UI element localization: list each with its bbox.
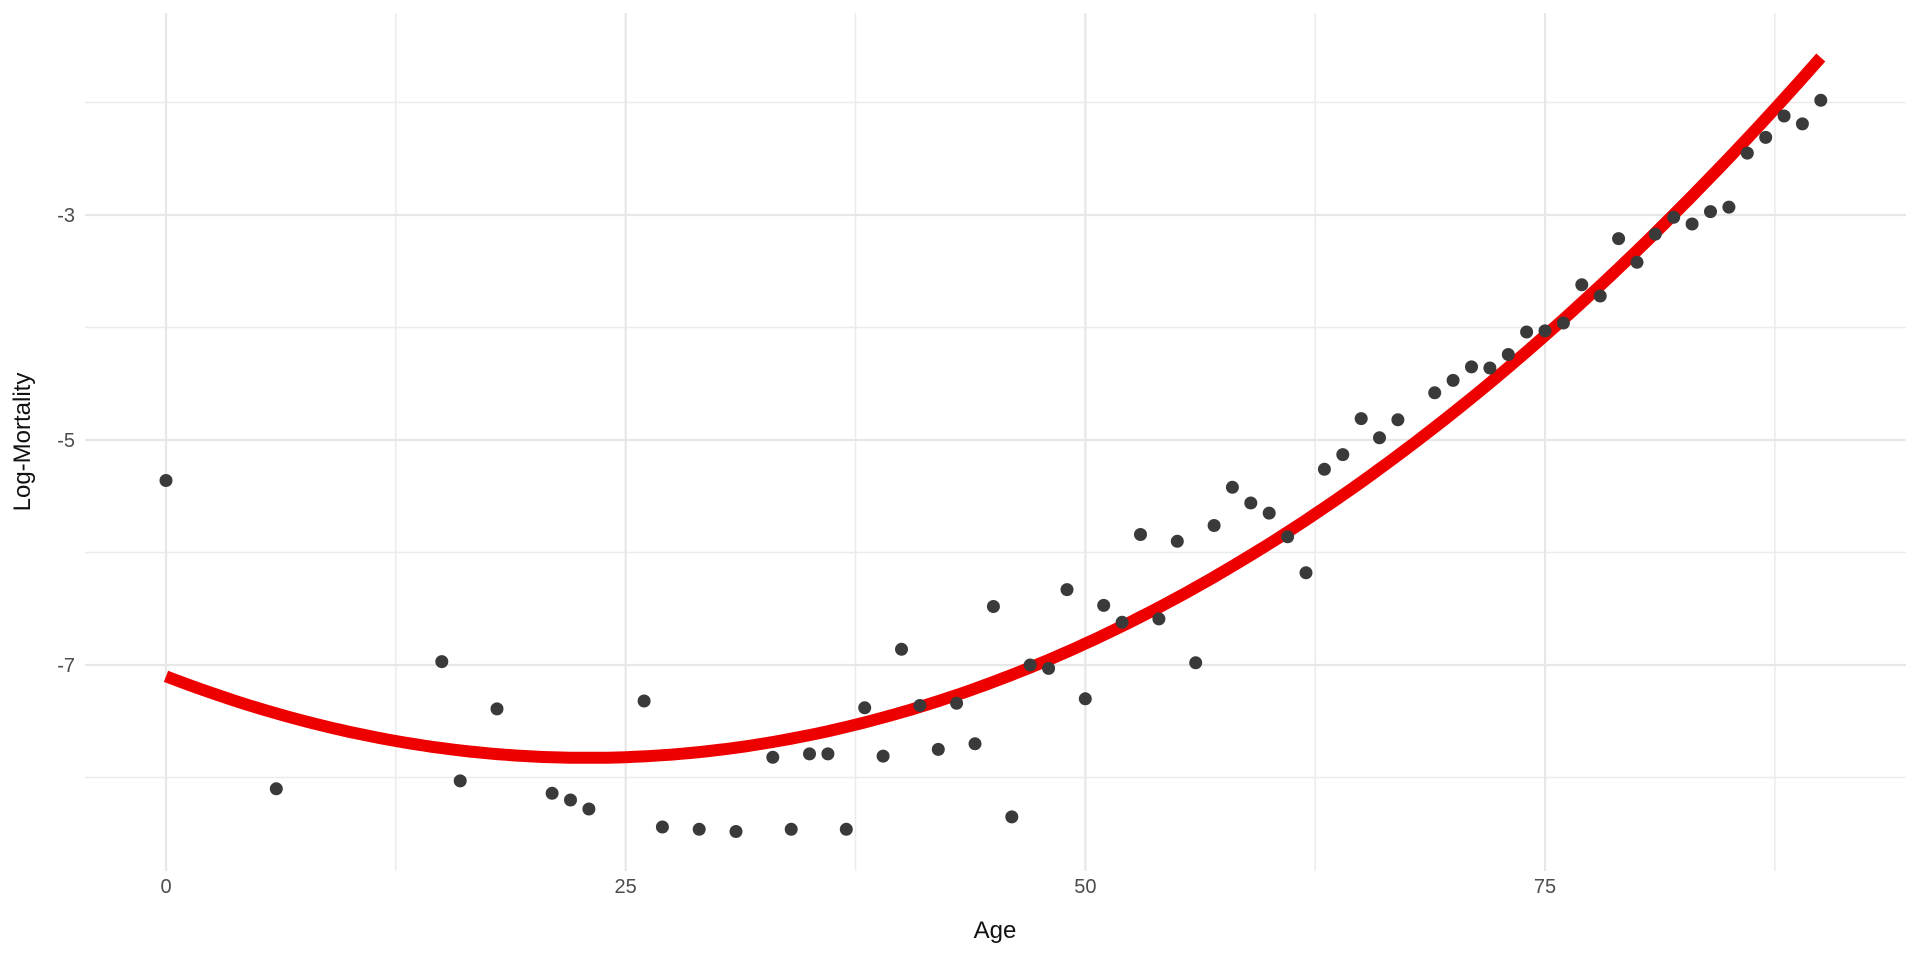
x-axis-title: Age xyxy=(974,917,1017,944)
data-point xyxy=(453,774,467,788)
data-point xyxy=(1667,210,1681,224)
data-point xyxy=(1078,692,1092,706)
x-axis-tick-labels: 0 25 50 75 xyxy=(160,876,1556,898)
x-tick-label: 50 xyxy=(1074,876,1096,898)
data-point xyxy=(1612,232,1626,246)
y-tick-label: -3 xyxy=(57,205,75,227)
data-point xyxy=(1740,146,1754,160)
data-point xyxy=(1446,373,1460,387)
data-point xyxy=(692,822,706,836)
data-point xyxy=(1373,431,1386,445)
data-point xyxy=(582,802,596,816)
data-point xyxy=(1465,360,1478,374)
data-point xyxy=(1593,289,1607,303)
data-point xyxy=(1317,462,1331,476)
data-point xyxy=(545,786,559,800)
data-point xyxy=(858,701,872,715)
data-point xyxy=(269,782,283,796)
data-point xyxy=(1556,316,1570,330)
y-axis-tick-labels: -3 -5 -7 xyxy=(57,205,75,677)
x-tick-label: 0 xyxy=(160,876,171,898)
data-point xyxy=(895,642,908,656)
data-point xyxy=(564,793,577,807)
data-point xyxy=(637,694,651,708)
data-point xyxy=(1225,480,1239,494)
data-point xyxy=(876,749,890,763)
data-point xyxy=(1648,227,1662,241)
data-point xyxy=(1115,615,1129,629)
data-point xyxy=(1042,661,1056,675)
data-point xyxy=(1814,93,1828,107)
data-point xyxy=(1685,217,1699,231)
data-point xyxy=(986,600,1000,613)
data-point xyxy=(950,696,964,710)
x-tick-label: 25 xyxy=(615,876,637,898)
data-point xyxy=(1777,109,1791,123)
data-point xyxy=(766,750,780,764)
data-point xyxy=(1704,205,1717,219)
fit-curve xyxy=(163,53,1826,764)
x-tick-label: 75 xyxy=(1534,876,1556,898)
data-point xyxy=(1575,278,1589,292)
data-point xyxy=(490,702,504,716)
data-point xyxy=(1336,448,1350,462)
data-point xyxy=(821,747,835,761)
data-point xyxy=(729,825,743,838)
data-point xyxy=(1005,810,1019,824)
data-point xyxy=(1244,496,1258,510)
data-point xyxy=(1170,534,1184,548)
data-point xyxy=(1299,566,1313,580)
y-tick-label: -7 xyxy=(57,655,75,677)
data-point xyxy=(1354,412,1368,426)
data-point xyxy=(1630,255,1644,269)
data-point xyxy=(784,822,798,836)
data-point xyxy=(1262,506,1276,520)
data-point xyxy=(968,737,982,751)
data-point xyxy=(435,655,449,669)
data-point xyxy=(1134,528,1147,541)
scatter-points xyxy=(159,93,1828,838)
data-point xyxy=(1483,361,1497,375)
data-point xyxy=(931,742,945,756)
data-point xyxy=(839,822,853,836)
data-point xyxy=(1795,117,1809,131)
data-point xyxy=(1207,519,1221,532)
data-point xyxy=(913,699,927,712)
data-point xyxy=(1391,413,1405,427)
data-point xyxy=(803,747,816,761)
data-point xyxy=(655,820,669,834)
minor-gridlines xyxy=(85,13,1906,871)
y-axis-title: Log-Mortality xyxy=(9,373,36,512)
data-point xyxy=(1152,612,1166,626)
data-point xyxy=(1759,130,1773,144)
data-point xyxy=(1060,583,1074,597)
data-point xyxy=(1428,386,1442,400)
data-point xyxy=(1501,348,1515,361)
y-tick-label: -5 xyxy=(57,430,75,452)
data-point xyxy=(1520,325,1534,339)
data-point xyxy=(1538,324,1552,338)
data-point xyxy=(1189,656,1203,670)
major-gridlines xyxy=(85,13,1906,871)
data-point xyxy=(1097,598,1111,612)
data-point xyxy=(1281,530,1295,544)
data-point xyxy=(1722,200,1736,214)
data-point xyxy=(159,474,173,487)
data-point xyxy=(1023,658,1037,672)
